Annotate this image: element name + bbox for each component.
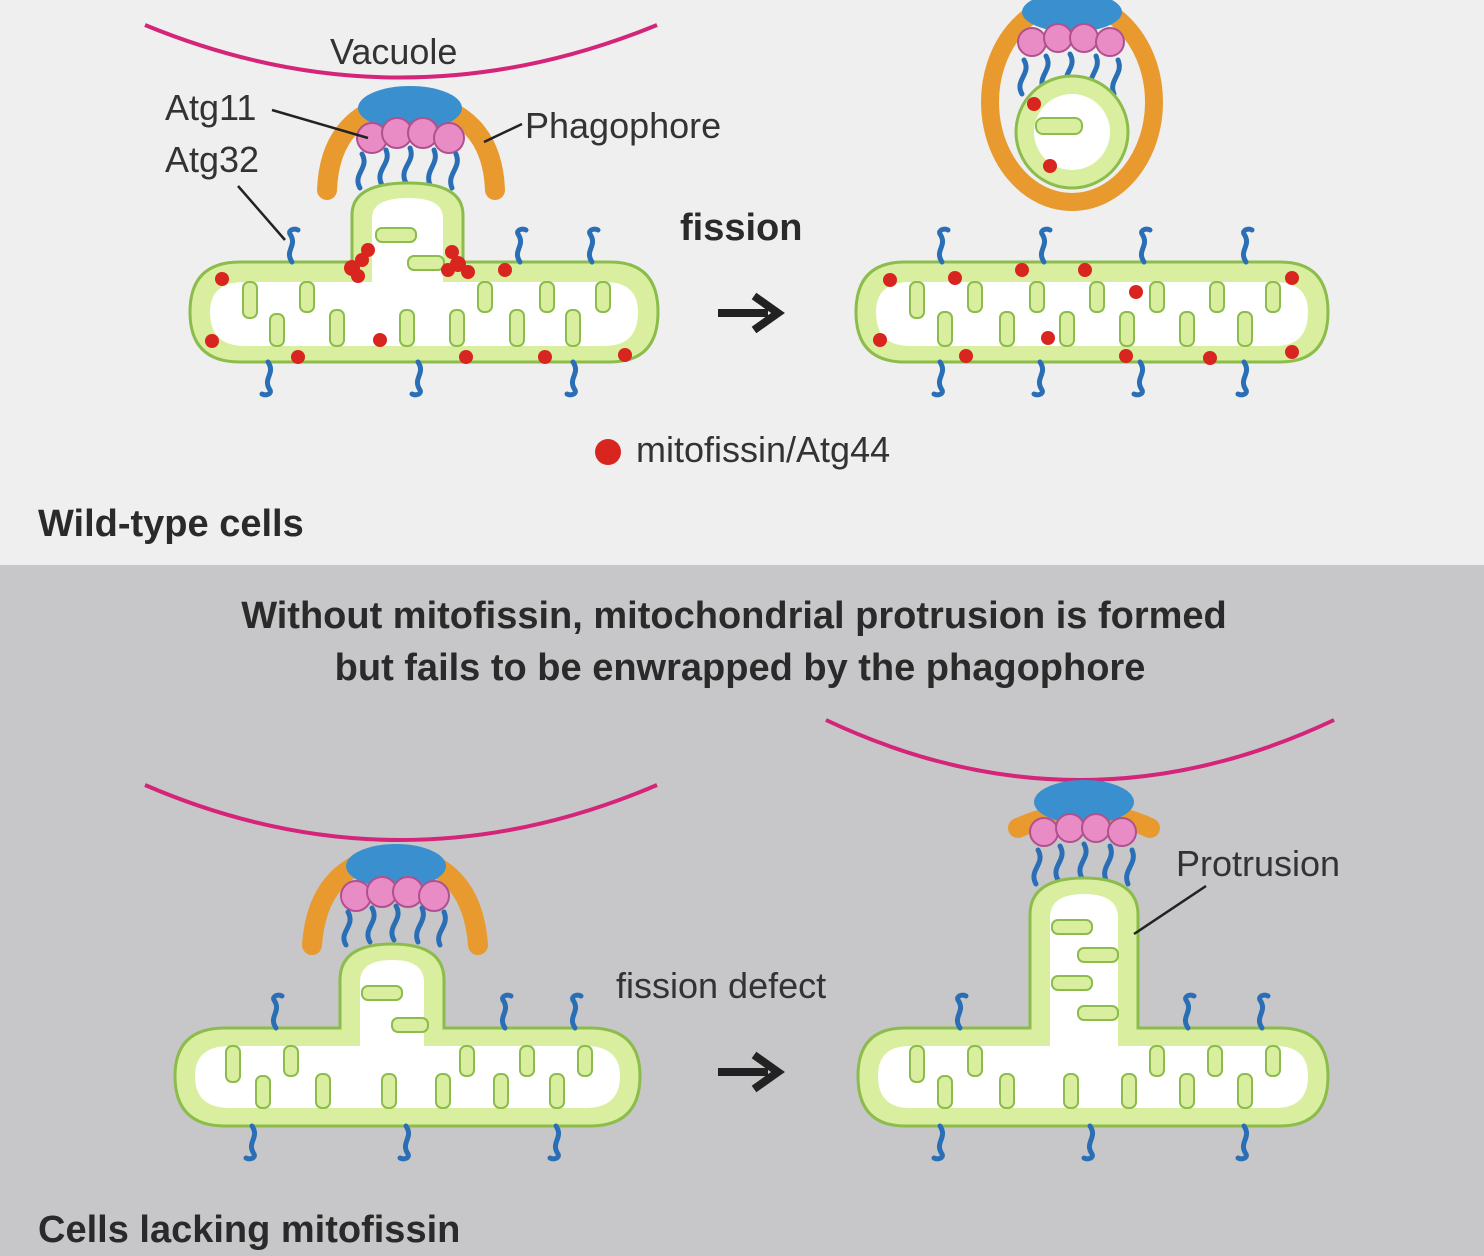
fission-defect-arrow-icon	[718, 1051, 785, 1093]
protrusion-leader	[1133, 884, 1207, 936]
atg32-beads	[356, 117, 465, 154]
fission-arrow-icon	[718, 292, 785, 334]
atg32-tails-mutant-before	[341, 903, 448, 948]
mitofissin-legend-icon	[595, 439, 621, 465]
mitophagosome	[981, 0, 1163, 211]
atg32-tails	[355, 145, 460, 191]
mitofissin-legend-label: mitofissin/Atg44	[636, 429, 890, 470]
atg32-label: Atg32	[165, 139, 259, 180]
mitochondrion-mutant-after	[856, 876, 1330, 1162]
atg32-leader	[237, 185, 286, 241]
bottom-panel-background	[0, 565, 1484, 1256]
vacuole-membrane-mutant-before	[144, 783, 658, 842]
atg11-leader	[271, 108, 369, 140]
atg11-label: Atg11	[165, 87, 256, 128]
atg32-beads-mutant-before	[340, 876, 450, 912]
mitochondrion-wildtype-after	[854, 226, 1330, 398]
bottom-heading-line1: Without mitofissin, mitochondrial protru…	[241, 595, 1227, 637]
atg32-tails-mutant-after	[1031, 841, 1136, 887]
atg11-complex-mutant-before	[346, 844, 446, 888]
bottom-heading-line2: but fails to be enwrapped by the phagoph…	[335, 647, 1146, 689]
vacuole-membrane-mutant-after	[825, 718, 1335, 782]
mitochondrion-mutant-before	[173, 942, 642, 1162]
phagophore-label: Phagophore	[525, 105, 721, 146]
fission-label: fission	[680, 207, 802, 249]
atg11-complex-mutant-after	[1034, 780, 1134, 824]
mitofissin-dots	[205, 263, 632, 364]
atg32-beads-mutant-after	[1029, 813, 1137, 847]
phagophore-leader	[483, 122, 523, 144]
wildtype-caption: Wild-type cells	[38, 503, 304, 545]
vacuole-label: Vacuole	[330, 31, 457, 72]
mitochondrion-wildtype-before	[188, 181, 660, 364]
mutant-caption: Cells lacking mitofissin	[38, 1209, 460, 1251]
atg11-complex	[358, 86, 462, 130]
atg32-surface	[259, 226, 601, 398]
mitofissin-clusters	[344, 243, 475, 283]
fission-defect-label: fission defect	[616, 965, 826, 1006]
protrusion-label: Protrusion	[1176, 843, 1340, 884]
vacuole-membrane	[144, 23, 658, 80]
